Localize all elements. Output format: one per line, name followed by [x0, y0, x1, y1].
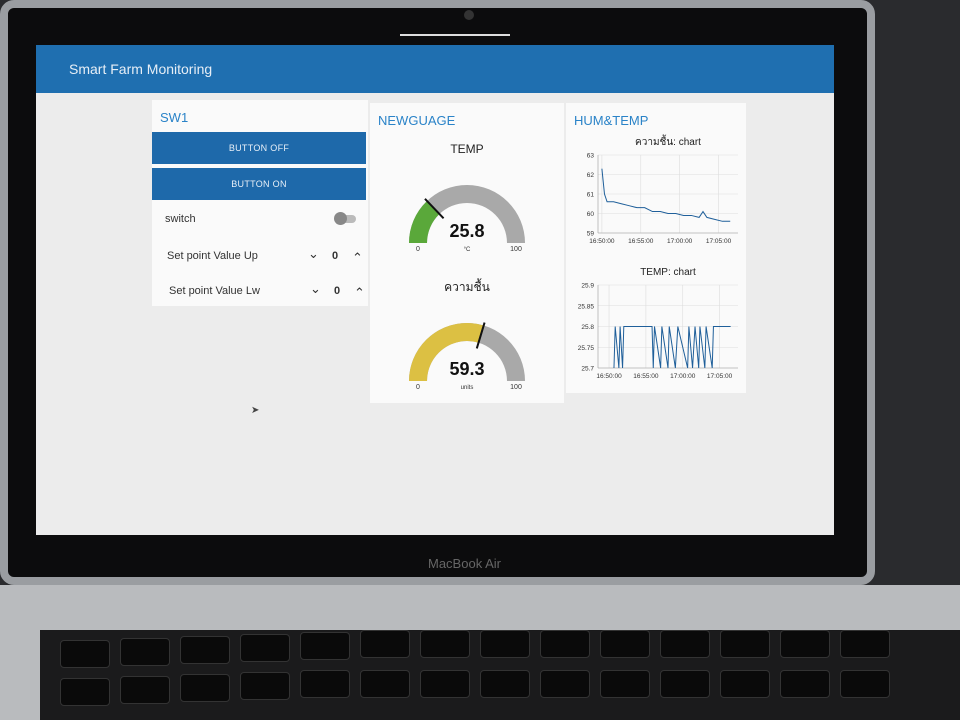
numeric-label: Set point Value Up: [167, 250, 258, 262]
switch-knob: [334, 212, 347, 225]
y-tick-label: 25.9: [581, 283, 594, 290]
numeric-value: 0: [332, 250, 339, 262]
increment[interactable]: ⌃: [354, 285, 365, 300]
gauge-value: 59.3: [449, 359, 484, 379]
switch[interactable]: [334, 212, 356, 225]
group-title: HUM&TEMP: [574, 113, 649, 128]
key: [480, 670, 530, 698]
key: [120, 676, 170, 704]
screen: Smart Farm Monitoring SW1 BUTTON OFF BUT…: [36, 45, 834, 535]
laptop-label: MacBook Air: [428, 556, 501, 571]
key: [660, 630, 710, 658]
x-tick-label: 17:00:00: [667, 238, 693, 245]
gauge-needle: [424, 198, 445, 220]
key: [300, 670, 350, 698]
x-tick-label: 17:05:00: [707, 373, 733, 380]
header-title: Smart Farm Monitoring: [36, 45, 834, 93]
screen-glare: [400, 34, 510, 36]
key: [60, 678, 110, 706]
key: [240, 634, 290, 662]
x-tick-label: 16:55:00: [633, 373, 659, 380]
y-tick-label: 59: [587, 231, 595, 238]
decrement[interactable]: ⌄: [310, 281, 321, 296]
chart-title: TEMP: chart: [640, 267, 696, 278]
gauge-track: [409, 185, 525, 243]
key: [780, 630, 830, 658]
key: [60, 640, 110, 668]
group-title: NEWGUAGE: [378, 113, 456, 128]
gauge-needle: [475, 322, 486, 349]
key: [840, 670, 890, 698]
key: [240, 672, 290, 700]
x-tick-label: 16:55:00: [628, 238, 654, 245]
key: [600, 630, 650, 658]
key: [360, 630, 410, 658]
group-humtemp: HUM&TEMP ความชื้น: chart 59 60 61 62 63 16:50:…: [566, 103, 746, 393]
key: [300, 632, 350, 660]
switch-label: switch: [165, 213, 196, 225]
gauge-title: ความชื้น: [444, 278, 490, 294]
button[interactable]: BUTTON OFF: [152, 132, 366, 164]
group-title: SW1: [160, 110, 189, 125]
x-tick-label: 17:05:00: [706, 238, 732, 245]
y-tick-label: 25.8: [581, 324, 594, 331]
numeric-value: 0: [334, 285, 341, 297]
gauge-max: 100: [510, 246, 522, 253]
chart: ความชื้น: chart 59 60 61 62 63 16:50:00 16:55:0…: [587, 134, 738, 245]
key: [180, 674, 230, 702]
chart-title: ความชื้น: chart: [635, 134, 701, 148]
key: [600, 670, 650, 698]
series-line: [613, 326, 731, 369]
numeric-label: Set point Value Lw: [169, 285, 260, 297]
button[interactable]: BUTTON ON: [152, 168, 366, 200]
gauge-min: 0: [416, 246, 420, 253]
group-newguage: NEWGUAGE TEMP 25.8 °C 0 100 ความชื้น 59.3 unit…: [370, 103, 564, 403]
gauge-min: 0: [416, 384, 420, 391]
key: [720, 630, 770, 658]
key: [180, 636, 230, 664]
group-sw1: SW1 BUTTON OFF BUTTON ON switch Set poin…: [152, 100, 368, 306]
gauge-fill: [409, 200, 440, 243]
key: [720, 670, 770, 698]
key: [780, 670, 830, 698]
x-tick-label: 17:00:00: [670, 373, 696, 380]
key: [420, 630, 470, 658]
gauge-title: TEMP: [450, 142, 483, 156]
key: [540, 670, 590, 698]
key: [420, 670, 470, 698]
key: [660, 670, 710, 698]
mouse-cursor: ➤: [251, 405, 260, 416]
y-tick-label: 62: [587, 172, 595, 179]
chart: TEMP: chart 25.7 25.75 25.8 25.85 25.9 16:50:0…: [578, 267, 738, 380]
gauge: ความชื้น 59.3 units 0 100: [409, 278, 525, 391]
increment[interactable]: ⌃: [352, 250, 363, 265]
gauge-value: 25.8: [449, 221, 484, 241]
key: [540, 630, 590, 658]
gauge-max: 100: [510, 384, 522, 391]
key: [360, 670, 410, 698]
key: [840, 630, 890, 658]
y-tick-label: 60: [587, 211, 595, 218]
y-tick-label: 63: [587, 153, 595, 160]
camera: [464, 10, 474, 20]
x-tick-label: 16:50:00: [589, 238, 615, 245]
keyboard: [40, 630, 960, 720]
series-line: [601, 168, 731, 222]
key: [120, 638, 170, 666]
y-tick-label: 25.7: [581, 366, 594, 373]
x-tick-label: 16:50:00: [596, 373, 622, 380]
y-tick-label: 25.75: [578, 345, 595, 352]
decrement[interactable]: ⌄: [308, 246, 319, 261]
y-tick-label: 61: [587, 192, 595, 199]
key: [480, 630, 530, 658]
gauge-units: °C: [464, 247, 471, 253]
y-tick-label: 25.85: [578, 303, 595, 310]
gauge-units: units: [461, 385, 474, 391]
gauge-fill: [409, 323, 484, 381]
gauge: TEMP 25.8 °C 0 100: [409, 142, 525, 253]
